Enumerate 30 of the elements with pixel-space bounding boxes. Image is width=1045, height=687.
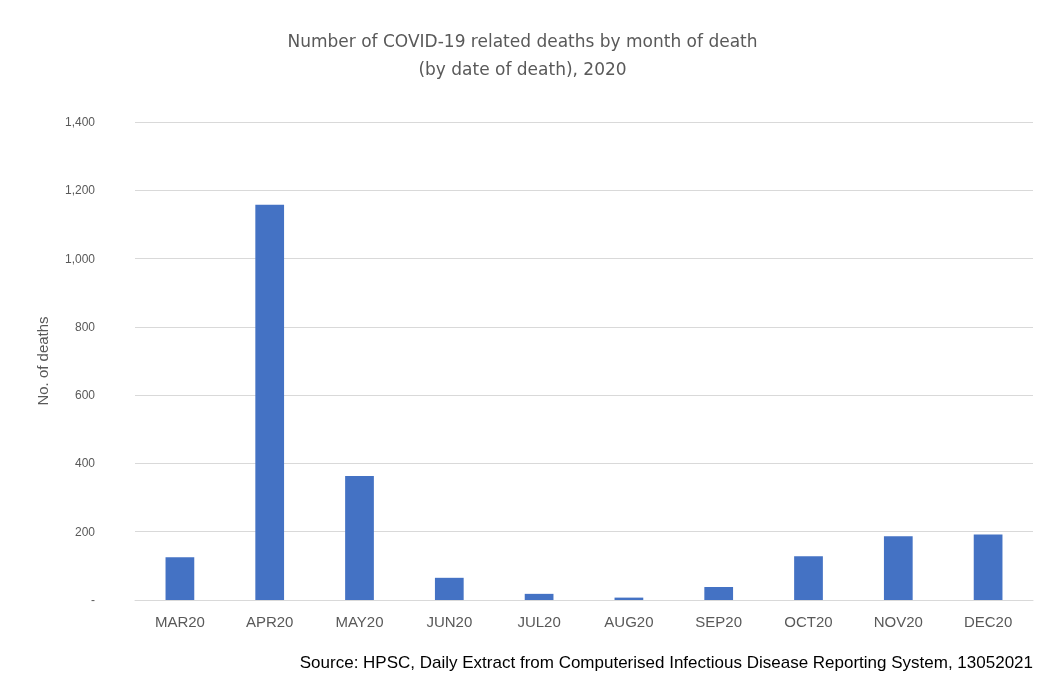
bar <box>883 536 913 600</box>
y-tick-label: 400 <box>74 456 96 471</box>
y-tick-label: - <box>91 593 95 607</box>
bar <box>973 534 1003 600</box>
y-tick-label: 1,400 <box>64 115 96 129</box>
y-tick-label: 1,000 <box>64 251 96 266</box>
bar <box>434 577 464 600</box>
x-tick-label: SEP20 <box>695 613 743 630</box>
y-tick-label: 800 <box>74 319 96 334</box>
x-tick-label: AUG20 <box>604 613 654 630</box>
x-tick-label: JUN20 <box>426 613 473 630</box>
bar <box>704 587 734 600</box>
y-tick-label: 200 <box>74 524 96 539</box>
x-tick-label: DEC20 <box>963 613 1013 630</box>
chart-title: Number of COVID-19 related deaths by month of death (by date of death), 2020 <box>287 31 758 79</box>
y-tick-label: 1,200 <box>64 183 96 198</box>
bar <box>255 204 285 600</box>
bar <box>345 476 374 600</box>
y-axis-title: No. of deaths <box>34 316 51 406</box>
source-note: Source: HPSC, Daily Extract from Computerised Infectious Disease Reporting System, 13052021 <box>299 653 1033 672</box>
x-tick-label: OCT20 <box>784 613 833 630</box>
bar <box>165 557 195 600</box>
x-tick-label: NOV20 <box>873 613 923 630</box>
x-tick-label: MAY20 <box>335 613 384 630</box>
bar <box>524 593 554 600</box>
y-tick-label: 600 <box>74 388 96 403</box>
x-tick-label: MAR20 <box>154 613 205 630</box>
bar <box>794 556 823 600</box>
x-tick-label: APR20 <box>245 613 294 630</box>
x-tick-label: JUL20 <box>517 613 561 630</box>
